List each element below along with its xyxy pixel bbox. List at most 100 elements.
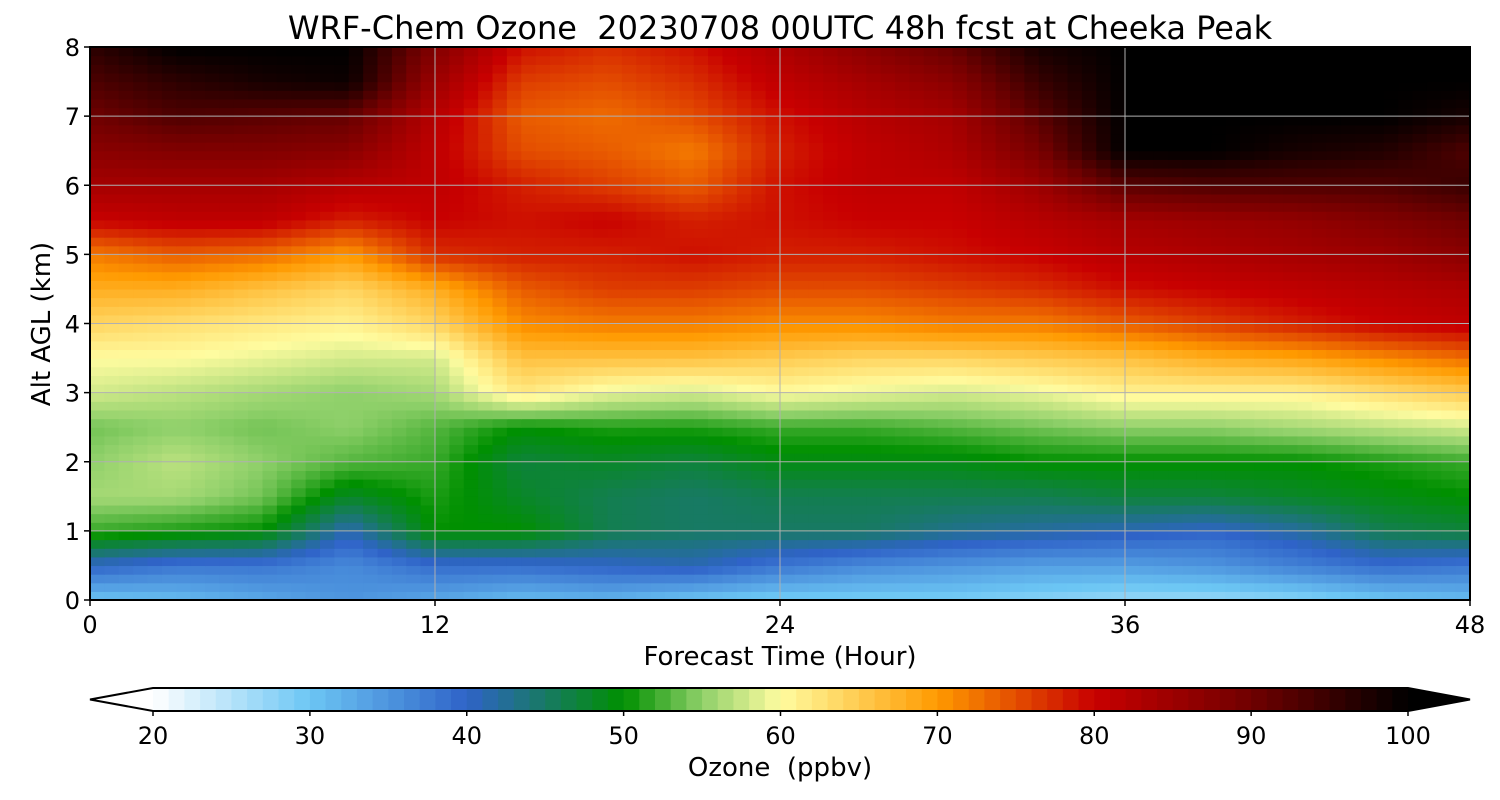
heatmap-cell	[190, 392, 206, 402]
heatmap-cell	[190, 211, 206, 221]
heatmap-cell	[1311, 392, 1327, 402]
heatmap-cell	[305, 202, 321, 212]
heatmap-cell	[1254, 228, 1270, 238]
heatmap-cell	[794, 332, 810, 342]
heatmap-cell	[1010, 366, 1025, 376]
heatmap-cell	[751, 409, 767, 420]
heatmap-cell	[1326, 280, 1342, 290]
heatmap-cell	[650, 470, 666, 480]
heatmap-cell	[305, 409, 321, 420]
heatmap-cell	[391, 522, 407, 532]
heatmap-cell	[147, 461, 163, 471]
heatmap-cell	[1024, 358, 1040, 368]
heatmap-cell	[276, 297, 292, 307]
heatmap-cell	[1153, 185, 1169, 195]
heatmap-cell	[406, 530, 422, 541]
heatmap-cell	[679, 288, 695, 299]
heatmap-cell	[578, 591, 594, 600]
heatmap-cell	[966, 375, 982, 385]
heatmap-cell	[621, 176, 637, 186]
heatmap-cell	[636, 167, 652, 178]
heatmap-cell	[751, 565, 767, 575]
heatmap-cell	[348, 159, 364, 169]
heatmap-cell	[334, 332, 350, 342]
heatmap-cell	[952, 288, 968, 299]
heatmap-cell	[823, 150, 839, 160]
heatmap-cell	[104, 375, 120, 385]
heatmap-cell	[722, 167, 738, 178]
heatmap-cell	[1168, 263, 1184, 273]
heatmap-cell	[276, 288, 292, 299]
heatmap-cell	[219, 375, 235, 385]
heatmap-cell	[161, 323, 177, 333]
heatmap-cell	[1355, 539, 1370, 549]
heatmap-cell	[1326, 237, 1342, 247]
heatmap-cell	[794, 306, 810, 316]
heatmap-cell	[1398, 470, 1414, 480]
heatmap-cell	[1311, 323, 1327, 333]
heatmap-cell	[463, 530, 479, 541]
heatmap-cell	[1369, 427, 1385, 437]
heatmap-cell	[1383, 340, 1399, 351]
heatmap-cell	[837, 366, 853, 376]
heatmap-cell	[1455, 332, 1470, 342]
heatmap-cell	[435, 306, 450, 316]
heatmap-cell	[449, 254, 465, 264]
heatmap-cell	[895, 245, 910, 255]
heatmap-cell	[161, 453, 177, 463]
heatmap-cell	[291, 245, 307, 255]
heatmap-cell	[391, 530, 407, 541]
heatmap-cell	[506, 591, 522, 600]
heatmap-cell	[1340, 565, 1356, 575]
heatmap-cell	[722, 556, 738, 567]
heatmap-cell	[722, 487, 738, 497]
heatmap-cell	[391, 219, 407, 230]
heatmap-cell	[1110, 479, 1126, 489]
heatmap-cell	[1153, 444, 1169, 454]
heatmap-cell	[765, 245, 781, 255]
heatmap-cell	[952, 263, 968, 273]
heatmap-cell	[1383, 263, 1399, 273]
heatmap-cell	[765, 219, 781, 230]
heatmap-cell	[665, 288, 680, 299]
heatmap-cell	[1268, 288, 1284, 299]
heatmap-cell	[995, 513, 1011, 523]
heatmap-cell	[363, 176, 379, 186]
heatmap-cell	[1010, 522, 1025, 532]
heatmap-cell	[665, 271, 680, 281]
heatmap-cell	[866, 237, 882, 247]
heatmap-cell	[1268, 185, 1284, 195]
heatmap-cell	[593, 504, 609, 515]
heatmap-cell	[1355, 504, 1370, 515]
heatmap-cell	[550, 565, 565, 575]
heatmap-cell	[866, 219, 882, 230]
heatmap-cell	[1081, 167, 1097, 178]
heatmap-cell	[248, 366, 264, 376]
heatmap-cell	[1383, 444, 1399, 454]
heatmap-cell	[1283, 211, 1299, 221]
heatmap-cell	[1024, 185, 1040, 195]
heatmap-cell	[506, 280, 522, 290]
heatmap-cell	[190, 314, 206, 325]
heatmap-cell	[406, 392, 422, 402]
heatmap-cell	[363, 150, 379, 160]
heatmap-cell	[1355, 185, 1370, 195]
heatmap-cell	[90, 530, 105, 541]
heatmap-cell	[1139, 479, 1155, 489]
heatmap-cell	[506, 340, 522, 351]
heatmap-cell	[104, 314, 120, 325]
heatmap-cell	[1053, 401, 1069, 411]
heatmap-cell	[607, 202, 623, 212]
heatmap-cell	[895, 332, 910, 342]
heatmap-cell	[1211, 288, 1227, 299]
heatmap-cell	[1182, 254, 1198, 264]
heatmap-cell	[1211, 306, 1227, 316]
heatmap-cell	[1311, 237, 1327, 247]
heatmap-cell	[305, 150, 321, 160]
heatmap-cell	[118, 487, 134, 497]
heatmap-cell	[391, 548, 407, 558]
heatmap-cell	[1110, 211, 1126, 221]
heatmap-cell	[104, 340, 120, 351]
heatmap-cell	[492, 409, 508, 420]
heatmap-cell	[1311, 193, 1327, 204]
